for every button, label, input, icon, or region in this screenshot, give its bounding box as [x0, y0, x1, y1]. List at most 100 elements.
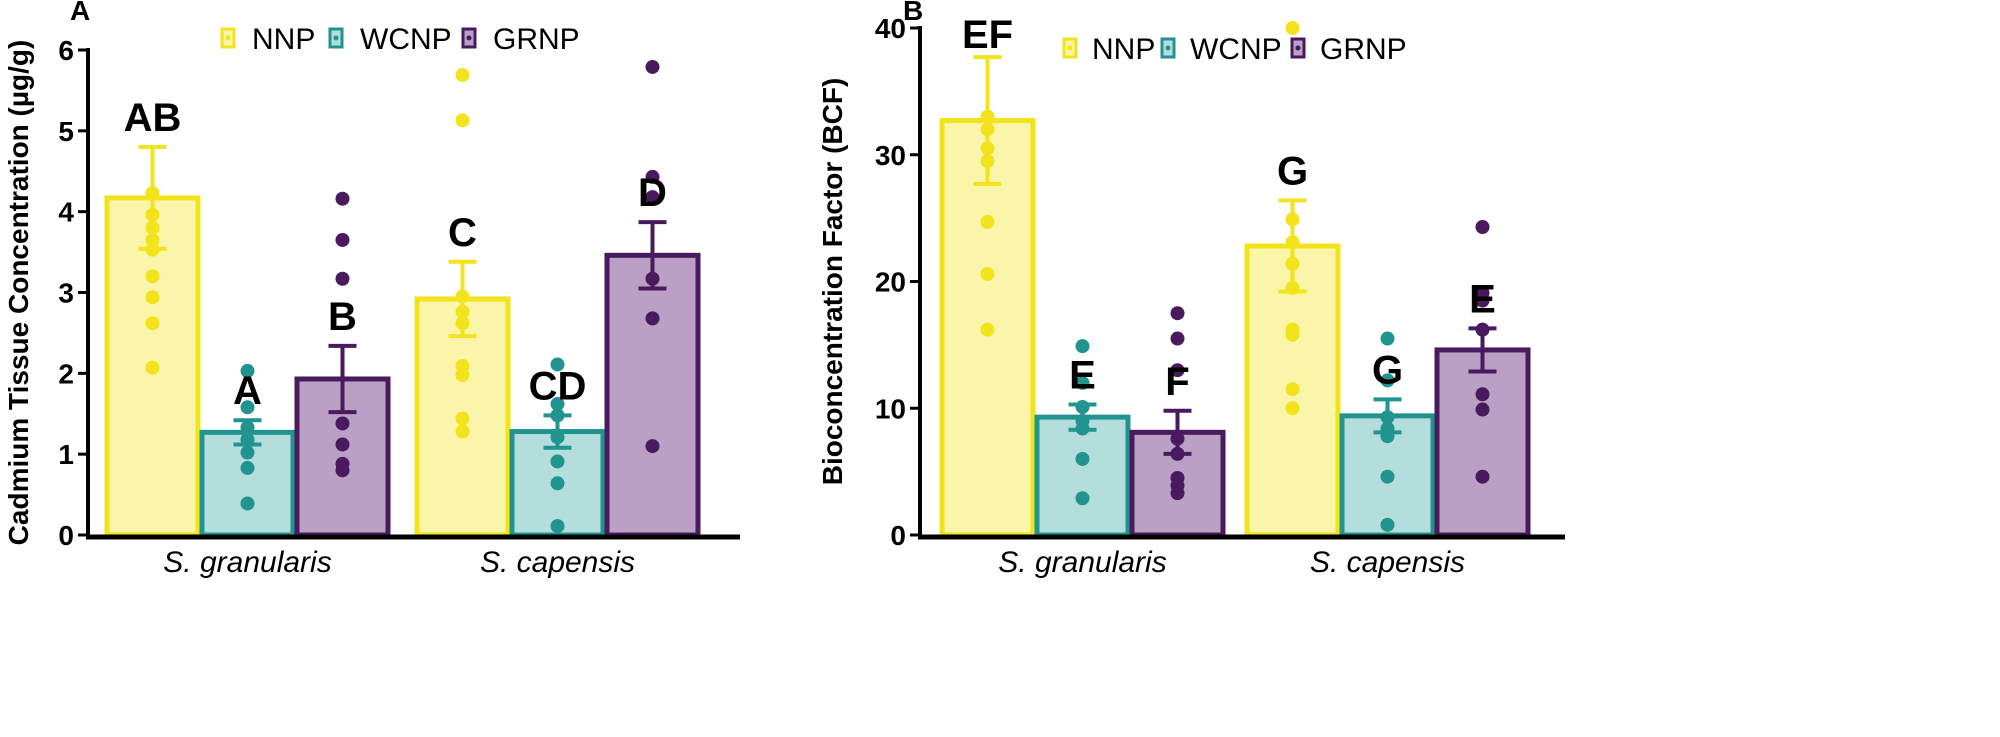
data-point-wcnp-0-5: [240, 400, 255, 415]
y-tick-label-B-0: 0: [890, 520, 906, 551]
y-tick-label-A-3: 3: [58, 278, 74, 309]
data-point-nnp-1-6: [1285, 235, 1300, 250]
data-point-grnp-0-6: [1170, 331, 1185, 346]
data-point-wcnp-1-3: [1380, 421, 1395, 436]
y-tick-label-A-4: 4: [58, 197, 74, 228]
data-point-grnp-1-2: [645, 271, 660, 286]
data-point-nnp-0-1: [145, 316, 160, 331]
significance-letter-wcnp-1: G: [1372, 348, 1403, 392]
data-point-nnp-1-7: [455, 113, 470, 128]
data-point-grnp-0-7: [1170, 306, 1185, 321]
data-point-wcnp-1-0: [550, 519, 565, 534]
data-point-grnp-1-2: [1475, 387, 1490, 402]
data-point-nnp-1-0: [455, 424, 470, 439]
data-point-nnp-0-3: [145, 269, 160, 284]
data-point-grnp-1-5: [1475, 285, 1490, 300]
data-point-wcnp-0-4: [1075, 399, 1090, 414]
category-label-0: S. granularis: [998, 546, 1166, 579]
data-point-nnp-0-2: [980, 214, 995, 229]
significance-letter-nnp-0: EF: [962, 13, 1013, 57]
data-point-wcnp-1-1: [1380, 469, 1395, 484]
data-point-nnp-1-1: [455, 411, 470, 426]
data-point-wcnp-0-1: [240, 460, 255, 475]
data-point-wcnp-1-0: [1380, 517, 1395, 532]
significance-letter-grnp-1: D: [638, 171, 667, 215]
y-tick-label-A-6: 6: [58, 35, 74, 66]
panel-label-B: B: [903, 0, 923, 26]
significance-letter-wcnp-0: E: [1069, 353, 1096, 397]
y-axis-title-B: Bioconcentration Factor (BCF): [817, 78, 848, 486]
data-point-nnp-0-6: [980, 109, 995, 124]
significance-letter-nnp-1: C: [448, 211, 477, 255]
y-axis-title-A: Cadmium Tissue Concentration (µg/g): [3, 40, 34, 546]
significance-letter-wcnp-0: A: [233, 369, 262, 413]
data-point-grnp-1-0: [1475, 469, 1490, 484]
data-point-wcnp-0-0: [240, 496, 255, 511]
significance-letter-nnp-0: AB: [124, 96, 182, 140]
data-point-grnp-0-2: [1170, 470, 1185, 485]
data-point-wcnp-1-5: [1380, 373, 1395, 388]
significance-letter-wcnp-1: CD: [529, 364, 587, 408]
data-point-nnp-1-1: [1285, 382, 1300, 397]
y-tick-label-A-5: 5: [58, 116, 74, 147]
data-point-grnp-0-6: [335, 191, 350, 206]
data-point-nnp-0-5: [980, 122, 995, 137]
bar-grnp-1: [604, 252, 701, 538]
data-point-nnp-0-0: [145, 360, 160, 375]
legend-label-grnp: GRNP: [493, 23, 580, 56]
data-point-wcnp-0-6: [240, 363, 255, 378]
data-point-nnp-0-1: [980, 266, 995, 281]
legend-label-wcnp: WCNP: [360, 23, 452, 56]
data-point-grnp-0-4: [1170, 431, 1185, 446]
legend-dot-nnp: [1067, 45, 1073, 51]
significance-letter-grnp-0: B: [328, 295, 357, 339]
data-point-wcnp-1-6: [1380, 331, 1395, 346]
data-point-grnp-1-3: [645, 190, 660, 205]
legend-label-nnp: NNP: [1092, 33, 1155, 66]
data-point-nnp-0-6: [145, 220, 160, 235]
data-point-grnp-0-3: [1170, 446, 1185, 461]
data-point-grnp-0-5: [1170, 363, 1185, 378]
data-point-grnp-0-5: [335, 232, 350, 247]
data-point-nnp-1-8: [1285, 21, 1300, 35]
y-tick-label-A-0: 0: [58, 520, 74, 551]
data-point-grnp-1-6: [1475, 219, 1490, 234]
data-point-wcnp-1-4: [1380, 410, 1395, 425]
bar-nnp-0: [939, 118, 1036, 538]
data-point-nnp-1-7: [1285, 212, 1300, 227]
data-point-nnp-1-5: [455, 304, 470, 319]
legend-label-wcnp: WCNP: [1190, 33, 1282, 66]
y-tick-label-B-3: 30: [875, 140, 906, 171]
data-point-nnp-1-3: [1285, 322, 1300, 337]
data-point-grnp-1-1: [645, 311, 660, 326]
legend-label-nnp: NNP: [252, 23, 315, 56]
y-tick-label-A-1: 1: [58, 439, 74, 470]
data-point-grnp-0-4: [335, 271, 350, 286]
y-tick-label-A-2: 2: [58, 358, 74, 389]
data-point-wcnp-1-6: [550, 357, 565, 372]
y-tick-label-B-2: 20: [875, 267, 906, 298]
data-point-nnp-1-4: [1285, 280, 1300, 295]
data-point-nnp-1-4: [455, 316, 470, 331]
panel-label-A: A: [70, 0, 90, 26]
data-point-grnp-1-0: [645, 439, 660, 454]
data-point-wcnp-0-0: [1075, 491, 1090, 506]
bar-grnp-1: [1434, 347, 1531, 538]
data-point-grnp-0-3: [335, 416, 350, 431]
data-point-nnp-1-3: [455, 359, 470, 374]
significance-letter-grnp-0: F: [1165, 360, 1189, 404]
data-point-grnp-1-4: [645, 169, 660, 184]
data-point-wcnp-0-2: [240, 445, 255, 460]
y-tick-label-B-1: 10: [875, 393, 906, 424]
data-point-nnp-0-8: [145, 186, 160, 201]
category-label-1: S. capensis: [480, 546, 635, 579]
data-point-nnp-0-4: [980, 141, 995, 156]
significance-letter-grnp-1: E: [1469, 277, 1496, 321]
data-point-wcnp-0-4: [240, 420, 255, 435]
data-point-wcnp-0-1: [1075, 451, 1090, 466]
legend-dot-wcnp: [333, 35, 339, 41]
category-label-0: S. granularis: [163, 546, 331, 579]
data-point-nnp-0-7: [145, 207, 160, 222]
data-point-nnp-0-5: [145, 232, 160, 247]
